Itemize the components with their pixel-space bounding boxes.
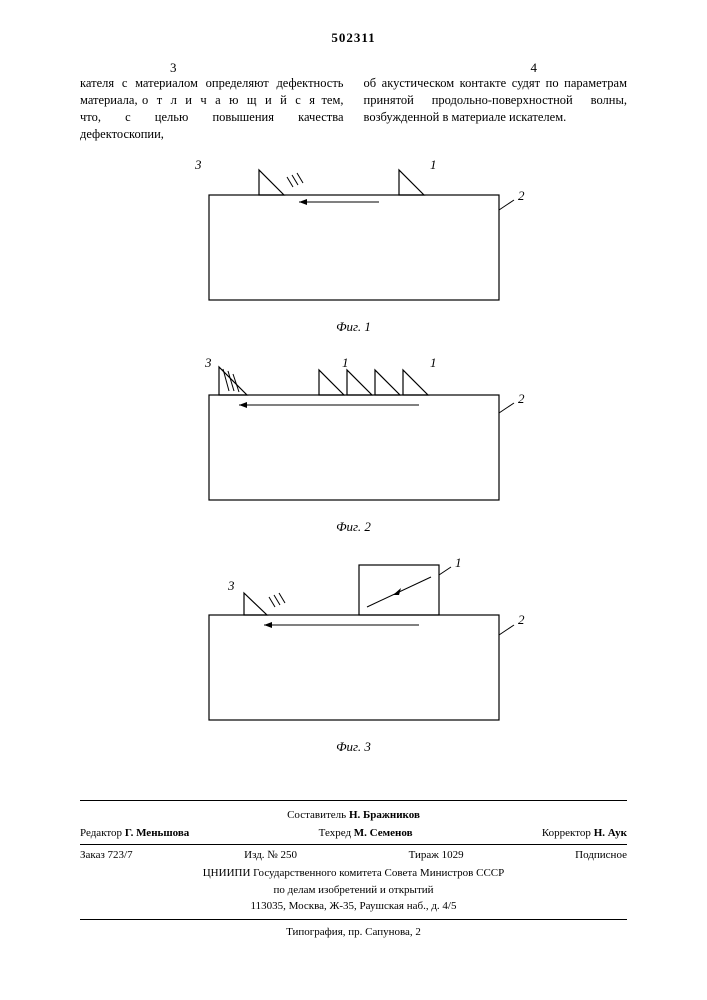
column-number-left: 3: [170, 60, 177, 76]
footer-tirazh: Тираж 1029: [409, 847, 464, 864]
footer-izd: Изд. № 250: [244, 847, 297, 864]
figure-3: 3 1 2 Фиг. 3: [80, 555, 627, 755]
figure-2-svg: [169, 355, 539, 515]
fig3-label-2: 2: [518, 612, 525, 628]
figure-3-svg: [169, 555, 539, 735]
figure-2: 3 1 1 2 Фиг. 2: [80, 355, 627, 535]
compiler-name: Н. Бражников: [349, 809, 420, 821]
fig1-label-2: 2: [518, 188, 525, 204]
footer-typography: Типография, пр. Сапунова, 2: [80, 919, 627, 941]
fig2-label-3: 3: [205, 355, 212, 371]
footer-block: Составитель Н. Бражников Редактор Г. Мен…: [80, 800, 627, 941]
text-columns: кателя с материалом определяют дефектнос…: [80, 75, 627, 143]
figures-block: 3 1 2 Фиг. 1: [80, 155, 627, 775]
fig1-label-1: 1: [430, 157, 437, 173]
fig2-label-1a: 1: [342, 355, 349, 371]
corrector-name: Н. Аук: [594, 827, 627, 839]
footer-order: Заказ 723/7: [80, 847, 133, 864]
footer-org: ЦНИИПИ Государственного комитета Совета …: [80, 865, 627, 882]
footer-podpisnoe: Подписное: [575, 847, 627, 864]
corrector-label: Корректор: [542, 827, 591, 839]
fig3-label-3: 3: [228, 578, 235, 594]
editor-label: Редактор: [80, 827, 122, 839]
patent-page: 502311 3 4 кателя с материалом определяю…: [0, 0, 707, 1000]
para-right: об акустическом контакте судят по параме…: [364, 76, 628, 124]
figure-1: 3 1 2 Фиг. 1: [80, 155, 627, 335]
footer-org2: по делам изобретений и открытий: [80, 882, 627, 899]
left-column: кателя с материалом определяют дефектнос…: [80, 75, 344, 143]
right-column: об акустическом контакте судят по параме…: [364, 75, 628, 143]
fig3-label-1: 1: [455, 555, 462, 571]
fig1-label-3: 3: [195, 157, 202, 173]
techred-label: Техред: [319, 827, 351, 839]
column-number-right: 4: [531, 60, 538, 76]
fig2-label-2: 2: [518, 391, 525, 407]
fig2-label-1b: 1: [430, 355, 437, 371]
fig3-caption: Фиг. 3: [80, 739, 627, 755]
compiler-label: Составитель: [287, 809, 346, 821]
document-number: 502311: [0, 30, 707, 46]
para-left-spaced: о т л и ч а ю щ и й с я: [142, 93, 317, 107]
figure-1-svg: [169, 155, 539, 315]
footer-address: 113035, Москва, Ж-35, Раушская наб., д. …: [80, 898, 627, 915]
editor-name: Г. Меньшова: [125, 827, 190, 839]
fig2-caption: Фиг. 2: [80, 519, 627, 535]
fig1-caption: Фиг. 1: [80, 319, 627, 335]
techred-name: М. Семенов: [354, 827, 413, 839]
